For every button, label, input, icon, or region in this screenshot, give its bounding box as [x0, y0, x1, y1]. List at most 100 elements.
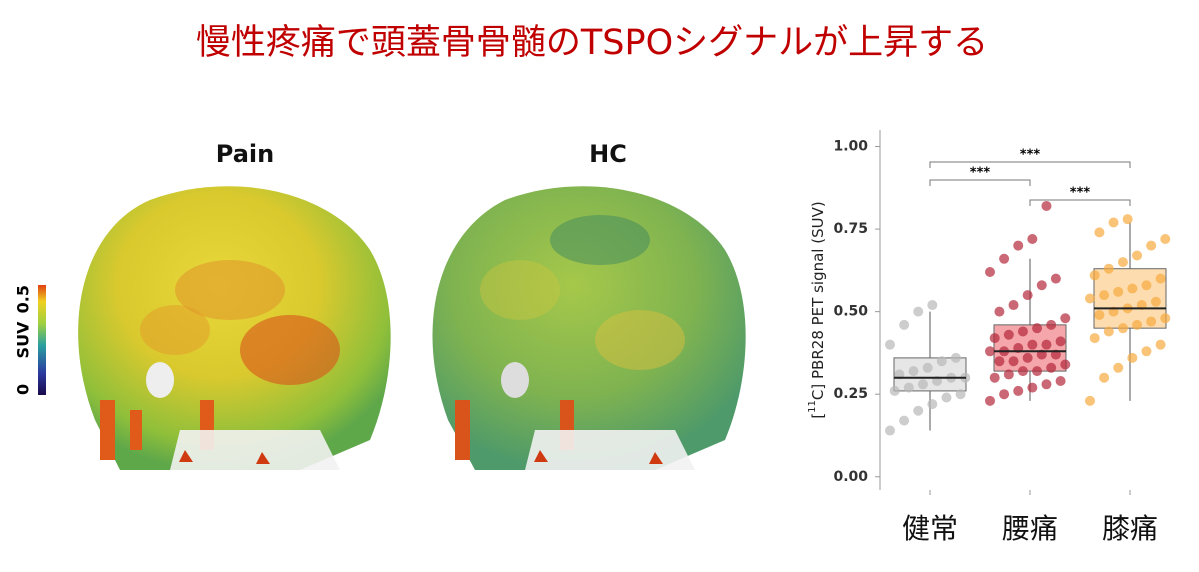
- bracket: [929, 179, 1031, 186]
- point: [927, 300, 938, 311]
- colorbar-max: 0.5: [14, 285, 33, 313]
- point: [1160, 233, 1171, 244]
- point: [1046, 319, 1057, 330]
- point: [1089, 333, 1100, 344]
- point: [1117, 257, 1128, 268]
- point: [1017, 366, 1028, 377]
- point: [1099, 290, 1110, 301]
- point: [1013, 385, 1024, 396]
- colorbar-label: SUV: [14, 321, 33, 359]
- point: [1041, 339, 1052, 350]
- point: [1032, 323, 1043, 334]
- point: [1113, 362, 1124, 373]
- point: [1155, 339, 1166, 350]
- point: [950, 352, 961, 363]
- point: [941, 392, 952, 403]
- point: [903, 382, 914, 393]
- point: [936, 356, 947, 367]
- point: [1008, 300, 1019, 311]
- significance-label: ***: [1020, 148, 1041, 163]
- y-tick-label: 1.00: [833, 139, 868, 155]
- point: [917, 379, 928, 390]
- point: [922, 362, 933, 373]
- point: [1008, 356, 1019, 367]
- point: [1113, 286, 1124, 297]
- x-tick-label: 健常: [902, 512, 958, 545]
- point: [989, 372, 1000, 383]
- point: [1055, 336, 1066, 347]
- panel-label: HC: [589, 140, 627, 168]
- point: [1094, 309, 1105, 320]
- y-label-sup: 11: [807, 400, 818, 413]
- point: [913, 405, 924, 416]
- point: [1022, 352, 1033, 363]
- point: [1003, 369, 1014, 380]
- point: [1032, 366, 1043, 377]
- point: [908, 366, 919, 377]
- y-tick-label: 0.25: [833, 386, 868, 402]
- point: [1103, 326, 1114, 337]
- point: [889, 385, 900, 396]
- point: [1150, 296, 1161, 307]
- point: [899, 319, 910, 330]
- point: [1127, 352, 1138, 363]
- point: [927, 399, 938, 410]
- bracket: [1029, 199, 1131, 206]
- point: [999, 253, 1010, 264]
- significance-label: ***: [970, 166, 991, 181]
- point: [885, 339, 895, 350]
- point: [1027, 339, 1038, 350]
- point: [1017, 326, 1028, 337]
- y-tick-label: 0.50: [833, 304, 868, 320]
- skull-hc: [432, 186, 746, 470]
- point: [1094, 227, 1105, 238]
- point: [1013, 240, 1024, 251]
- point: [1117, 323, 1128, 334]
- point: [1127, 283, 1138, 294]
- point: [1099, 372, 1110, 383]
- point: [994, 306, 1005, 317]
- point: [955, 389, 966, 400]
- point: [1041, 200, 1052, 211]
- point: [989, 333, 1000, 344]
- point: [885, 425, 895, 436]
- bracket: [929, 161, 1131, 168]
- point: [1060, 313, 1071, 324]
- significance-label: ***: [1070, 186, 1091, 201]
- panel-label: Pain: [216, 140, 274, 168]
- point: [1160, 313, 1171, 324]
- x-tick-label: 膝痛: [1102, 512, 1158, 545]
- point: [1085, 293, 1095, 304]
- point: [1146, 240, 1157, 251]
- x-tick-label: 腰痛: [1002, 512, 1058, 545]
- point: [1108, 217, 1119, 228]
- point: [913, 306, 924, 317]
- point: [1060, 359, 1071, 370]
- point: [1055, 376, 1066, 387]
- point: [985, 346, 995, 357]
- point: [1146, 316, 1157, 327]
- point: [1027, 382, 1038, 393]
- point: [1155, 273, 1166, 284]
- point: [1022, 290, 1033, 301]
- y-label-part: C] PBR28 PET signal (SUV): [809, 201, 827, 400]
- point: [1132, 319, 1143, 330]
- point: [1103, 263, 1114, 274]
- point: [1050, 273, 1061, 284]
- y-tick-label: 0.00: [833, 469, 868, 485]
- point: [1141, 280, 1152, 291]
- colorbar-min: 0: [14, 384, 33, 395]
- point: [985, 395, 995, 406]
- point: [999, 389, 1010, 400]
- point: [1089, 270, 1100, 281]
- point: [1046, 362, 1057, 373]
- y-label-part: [: [809, 413, 827, 419]
- colorbar: [38, 285, 46, 395]
- point: [994, 356, 1005, 367]
- point: [1036, 280, 1047, 291]
- point: [1141, 346, 1152, 357]
- point: [1027, 233, 1038, 244]
- y-tick-label: 0.75: [833, 221, 868, 237]
- point: [1132, 250, 1143, 261]
